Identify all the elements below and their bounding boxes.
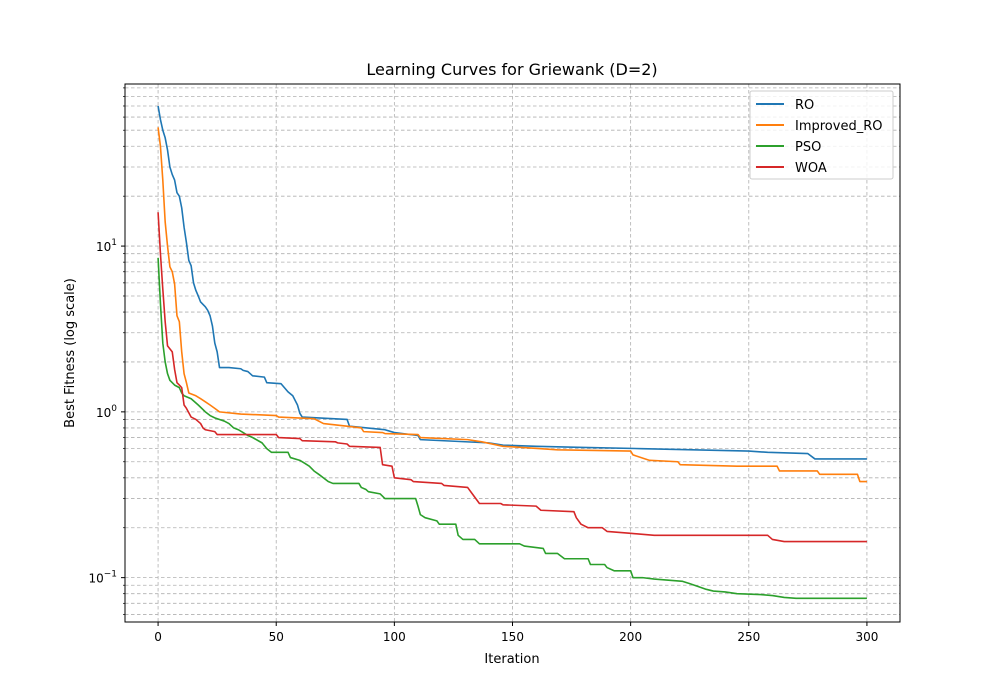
x-axis-label: Iteration [484,652,539,667]
x-tick-label: 0 [154,630,162,644]
y-tick-label: 100 [96,404,117,420]
legend: RO Improved_RO PSO WOA [749,90,894,180]
series-lines [157,105,867,600]
legend-label-pso: PSO [795,140,821,155]
x-tick-label: 200 [619,630,642,644]
x-tick-label: 100 [383,630,406,644]
series-line-improved-ro [157,127,867,483]
chart-title: Learning Curves for Griewank (D=2) [366,60,657,79]
x-tick-label: 250 [737,630,760,644]
legend-label-woa: WOA [795,161,827,176]
x-axis-ticks: 0 50 100 150 200 250 300 [154,622,878,644]
series-line-woa [157,212,867,543]
legend-label-ro: RO [795,98,814,113]
y-axis-label: Best Fitness (log scale) [63,278,78,428]
x-tick-label: 150 [501,630,524,644]
legend-label-improved-ro: Improved_RO [795,119,882,134]
x-tick-label: 300 [855,630,878,644]
y-axis-ticks: 10−1 100 101 [88,87,125,615]
x-tick-label: 50 [269,630,284,644]
series-line-pso [157,257,867,600]
y-tick-label: 101 [96,238,117,254]
y-tick-label: 10−1 [88,570,117,586]
legend-box [749,90,894,180]
grid-lines [125,84,900,622]
